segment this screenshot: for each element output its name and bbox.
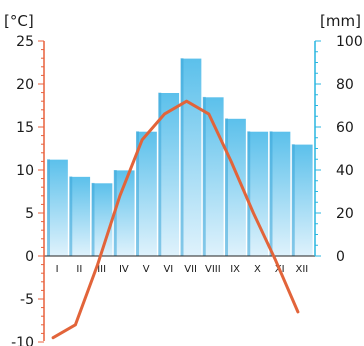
temperature-tick-label: -10	[11, 335, 34, 346]
temperature-tick-label: -5	[20, 292, 34, 308]
temperature-tick-label: 10	[16, 163, 34, 179]
month-label: II	[76, 264, 82, 275]
month-label: VII	[184, 264, 197, 275]
temperature-line-group	[51, 99, 300, 340]
month-label: IX	[230, 264, 240, 275]
precipitation-tick-label: 80	[336, 77, 354, 93]
precipitation-tick-label: 40	[336, 163, 354, 179]
month-label: X	[254, 264, 261, 275]
month-label: XII	[296, 264, 309, 275]
left-axis-unit: [°C]	[4, 12, 34, 30]
precipitation-bar-edge	[91, 182, 95, 256]
precipitation-bar-edge	[69, 176, 73, 256]
right-axis-unit: [mm]	[320, 12, 361, 30]
precipitation-tick-label: 0	[336, 249, 345, 265]
precipitation-bar-edge	[180, 58, 184, 257]
precipitation-bar	[91, 182, 114, 257]
precipitation-bar	[291, 143, 314, 257]
temperature-tick-label: 0	[25, 249, 34, 265]
month-label: VI	[163, 264, 173, 275]
temperature-tick-label: 5	[25, 206, 34, 222]
precipitation-bar	[46, 158, 69, 257]
precipitation-bar-edge	[47, 159, 50, 256]
precipitation-axis: 100 80 60 40 20 0	[314, 34, 363, 265]
temperature-line	[51, 99, 300, 340]
month-label: III	[97, 264, 106, 275]
temperature-axis: 25 20 15 10 5 0 -5 -10	[11, 34, 45, 346]
precipitation-bar	[180, 57, 203, 257]
month-label: I	[56, 264, 59, 275]
precipitation-bar	[269, 130, 292, 257]
month-label: V	[143, 264, 150, 275]
temperature-tick-label: 15	[16, 120, 34, 136]
temperature-tick-label: 20	[16, 77, 34, 93]
precipitation-bar-edge	[247, 131, 251, 256]
precipitation-bars	[46, 57, 314, 257]
temperature-tick-label: 25	[16, 34, 34, 50]
precipitation-bar-edge	[136, 131, 139, 256]
month-label: IV	[119, 264, 129, 275]
precipitation-bar-edge	[158, 92, 162, 256]
precipitation-tick-label: 60	[336, 120, 354, 136]
precipitation-tick-label: 100	[336, 34, 363, 50]
precipitation-bar-edge	[269, 131, 273, 256]
precipitation-tick-label: 20	[336, 206, 354, 222]
month-label: VIII	[205, 264, 221, 275]
precipitation-bar-edge	[225, 118, 228, 257]
precipitation-bar-edge	[202, 96, 206, 257]
precipitation-bar-edge	[291, 144, 295, 256]
precipitation-bar	[68, 176, 91, 257]
